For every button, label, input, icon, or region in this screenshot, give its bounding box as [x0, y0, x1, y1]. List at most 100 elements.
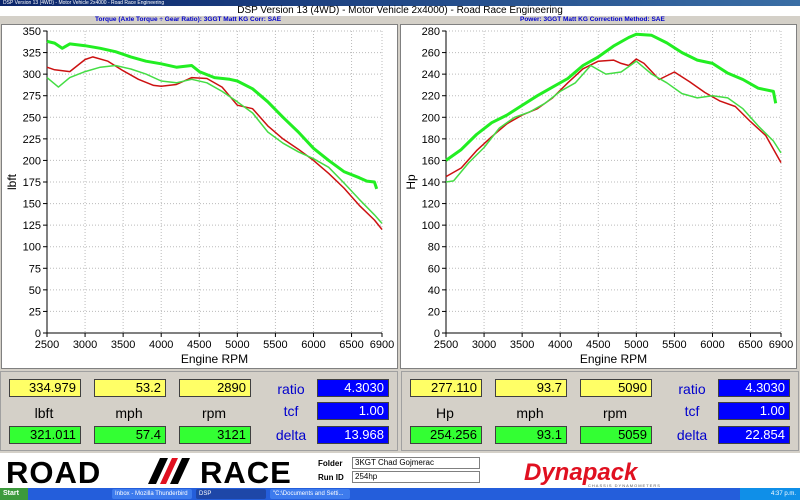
power-x-tick-label: 6900 [769, 339, 793, 351]
torque-current-speed: 57.4 [94, 426, 166, 444]
power-series-line-2 [445, 58, 782, 178]
torque-current-rpm: 3121 [179, 426, 251, 444]
torque-y-axis-label: lbft [5, 173, 19, 190]
torque-x-tick-label: 3500 [111, 339, 135, 351]
taskbar: Start Inbox - Mozilla Thunderbird DSP "C… [0, 488, 800, 500]
torque-x-tick-label: 6900 [370, 339, 394, 351]
torque-y-tick-label: 25 [29, 306, 41, 318]
power-y-tick-label: 160 [422, 155, 440, 167]
power-y-tick-label: 280 [422, 26, 440, 38]
torque-series-line-1 [46, 39, 379, 190]
torque-y-tick-label: 100 [23, 242, 41, 254]
power-x-axis-label: Engine RPM [580, 352, 647, 366]
torque-x-axis-label: Engine RPM [181, 352, 248, 366]
power-y-tick-label: 180 [422, 134, 440, 146]
power-x-tick-label: 3500 [510, 339, 534, 351]
power-y-tick-label: 140 [422, 177, 440, 189]
delta-label: delta [676, 427, 708, 443]
rpm-unit-label: rpm [201, 405, 227, 421]
power-peak-rpm: 5090 [580, 379, 652, 397]
power-x-tick-label: 4500 [586, 339, 610, 351]
road-logo-text: ROAD [6, 455, 102, 490]
power-subheader: Power: 3GGT Matt KG Correction Method: S… [520, 16, 665, 23]
torque-x-tick-label: 3000 [73, 339, 97, 351]
torque-peak-rpm: 2890 [179, 379, 251, 397]
ratio-label: ratio [678, 381, 706, 397]
race-logo-text: RACE [200, 455, 292, 490]
torque-x-tick-label: 2500 [35, 339, 59, 351]
ratio-label: ratio [277, 381, 305, 397]
start-button[interactable]: Start [0, 488, 28, 500]
torque-y-tick-label: 50 [29, 285, 41, 297]
folder-label: Folder [318, 459, 343, 468]
main-header: DSP Version 13 (4WD) - Motor Vehicle 2x4… [0, 6, 800, 16]
slash-logo-icon [148, 458, 190, 484]
power-x-tick-label: 5000 [624, 339, 648, 351]
taskbar-item-dsp[interactable]: DSP [196, 489, 266, 499]
power-current-value: 254.256 [410, 426, 482, 444]
tcf-label: tcf [283, 403, 299, 419]
power-series-line-3 [445, 60, 782, 183]
dynapack-logo: Dynapack [524, 459, 638, 486]
power-y-tick-label: 60 [428, 263, 440, 275]
torque-y-tick-label: 350 [23, 26, 41, 38]
speed-unit-label: mph [516, 405, 544, 421]
torque-series-line-3 [46, 64, 383, 224]
power-unit-label: Hp [436, 405, 454, 421]
power-x-tick-label: 2500 [434, 339, 458, 351]
torque-unit-label: lbft [34, 405, 54, 421]
footer: ROAD RACE Folder 3KGT Chad Gojmerac Run … [0, 453, 800, 490]
torque-y-tick-label: 125 [23, 220, 41, 232]
power-y-tick-label: 40 [428, 285, 440, 297]
torque-x-tick-label: 5500 [263, 339, 287, 351]
torque-y-tick-label: 250 [23, 112, 41, 124]
window-title-bar[interactable]: DSP Version 13 (4WD) - Motor Vehicle 2x4… [0, 0, 800, 6]
torque-y-tick-label: 200 [23, 155, 41, 167]
folder-field: 3KGT Chad Gojmerac [352, 457, 480, 469]
tcf-value: 1.00 [317, 402, 389, 420]
power-chart-panel: 0 20 40 60 80 100 120 140 160 180 200 220 240 260 280 2… [400, 24, 797, 369]
taskbar-item-explorer[interactable]: "C:\Documents and Setti... [270, 489, 350, 499]
ratio-value: 4.3030 [718, 379, 790, 397]
runid-field: 254hp [352, 471, 480, 483]
power-x-tick-label: 6500 [738, 339, 762, 351]
power-y-tick-label: 80 [428, 242, 440, 254]
power-x-tick-label: 4000 [548, 339, 572, 351]
torque-x-tick-label: 4500 [187, 339, 211, 351]
torque-x-tick-label: 6500 [339, 339, 363, 351]
torque-current-value: 321.011 [9, 426, 81, 444]
torque-x-tick-label: 4000 [149, 339, 173, 351]
taskbar-item-thunderbird[interactable]: Inbox - Mozilla Thunderbird [112, 489, 192, 499]
power-chart: 0 20 40 60 80 100 120 140 160 180 200 220 240 260 280 2… [404, 26, 793, 366]
power-y-axis-label: Hp [404, 174, 418, 190]
dynapack-tagline: CHASSIS DYNAMOMETERS [588, 483, 661, 488]
torque-y-tick-label: 150 [23, 199, 41, 211]
torque-y-tick-label: 325 [23, 48, 41, 60]
delta-value: 13.968 [317, 426, 389, 444]
power-series-line-1 [445, 32, 778, 162]
power-current-rpm: 5059 [580, 426, 652, 444]
torque-y-tick-label: 225 [23, 134, 41, 146]
torque-readout-panel: 334.979 53.2 2890 lbft mph rpm 321.011 5… [0, 371, 398, 451]
torque-peak-value: 334.979 [9, 379, 81, 397]
speed-unit-label: mph [115, 405, 143, 421]
rpm-unit-label: rpm [602, 405, 628, 421]
power-y-tick-label: 0 [434, 328, 440, 340]
power-y-tick-label: 120 [422, 199, 440, 211]
torque-y-tick-label: 300 [23, 69, 41, 81]
power-x-tick-label: 5500 [662, 339, 686, 351]
torque-y-tick-label: 75 [29, 263, 41, 275]
torque-y-tick-label: 275 [23, 91, 41, 103]
tcf-value: 1.00 [718, 402, 790, 420]
tcf-label: tcf [684, 403, 700, 419]
taskbar-clock: 4:37 p.m. [740, 488, 800, 500]
torque-chart: 0 25 50 75 100 125 150 175 200 225 250 275 300 325 350… [5, 26, 394, 366]
torque-y-tick-label: 175 [23, 177, 41, 189]
power-y-tick-label: 220 [422, 91, 440, 103]
torque-peak-speed: 53.2 [94, 379, 166, 397]
power-y-tick-label: 260 [422, 48, 440, 60]
power-x-tick-label: 3000 [472, 339, 496, 351]
torque-series-line-2 [46, 56, 383, 230]
torque-x-tick-label: 6000 [301, 339, 325, 351]
